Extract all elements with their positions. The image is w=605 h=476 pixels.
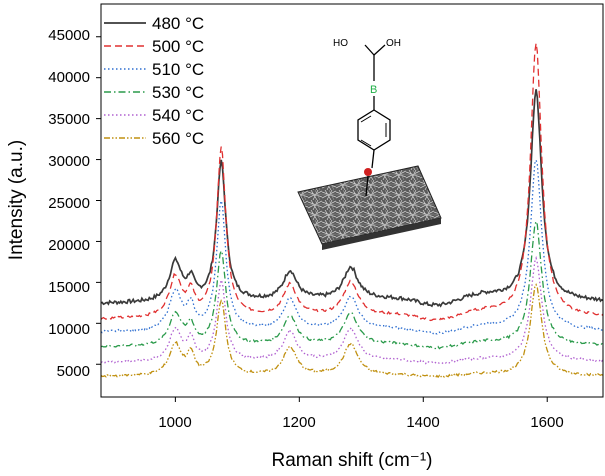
anchor-atom xyxy=(364,168,372,176)
axis-ticks xyxy=(96,36,548,402)
y-tick-labels: 5000 10000 15000 20000 25000 30000 35000… xyxy=(48,27,90,380)
series-line-500 xyxy=(101,43,603,322)
boron-atom: B xyxy=(370,84,377,96)
series-line-480 xyxy=(101,89,603,308)
x-tick-label: 1600 xyxy=(530,414,563,431)
bond-line xyxy=(364,44,375,56)
y-tick-label: 5000 xyxy=(57,363,90,380)
legend-label: 530 °C xyxy=(152,83,204,102)
legend-label: 540 °C xyxy=(152,106,204,125)
y-tick-label: 15000 xyxy=(48,279,90,296)
ring-inner-bond xyxy=(360,139,372,147)
x-axis-title: Raman shift (cm⁻¹) xyxy=(272,450,433,471)
legend-label: 480 °C xyxy=(152,14,204,33)
legend: 480 °C 500 °C 510 °C 530 °C 540 °C 560 °C xyxy=(104,14,204,148)
hydroxyl-right: OH xyxy=(386,38,401,49)
y-tick-label: 20000 xyxy=(48,237,90,254)
nanowire-substrate xyxy=(297,165,442,245)
series-line-540 xyxy=(101,255,603,365)
series-layer xyxy=(101,43,603,379)
y-tick-label: 25000 xyxy=(48,195,90,212)
x-tick-label: 1400 xyxy=(406,414,439,431)
x-tick-labels: 1000 1200 1400 1600 xyxy=(158,414,563,431)
y-tick-label: 10000 xyxy=(48,321,90,338)
bond-line xyxy=(373,44,386,56)
substrate-edge xyxy=(322,218,441,250)
y-tick-label: 30000 xyxy=(48,153,90,170)
y-tick-label: 45000 xyxy=(48,27,90,44)
anchor-bond xyxy=(371,149,375,169)
y-tick-label: 40000 xyxy=(48,69,90,86)
x-tick-label: 1200 xyxy=(282,414,315,431)
legend-label: 560 °C xyxy=(152,129,204,148)
hydroxyl-left: HO xyxy=(333,38,348,49)
legend-label: 510 °C xyxy=(152,60,204,79)
series-line-530 xyxy=(101,219,603,350)
benzene-ring xyxy=(357,109,391,151)
series-line-560 xyxy=(101,283,603,379)
anchor-bond xyxy=(365,175,369,197)
legend-label: 500 °C xyxy=(152,37,204,56)
y-tick-label: 35000 xyxy=(48,111,90,128)
ring-inner-bond xyxy=(360,115,372,123)
y-axis-title: Intensity (a.u.) xyxy=(6,140,27,260)
molecule-inset: HO OH B xyxy=(297,38,442,250)
x-tick-label: 1000 xyxy=(158,414,191,431)
